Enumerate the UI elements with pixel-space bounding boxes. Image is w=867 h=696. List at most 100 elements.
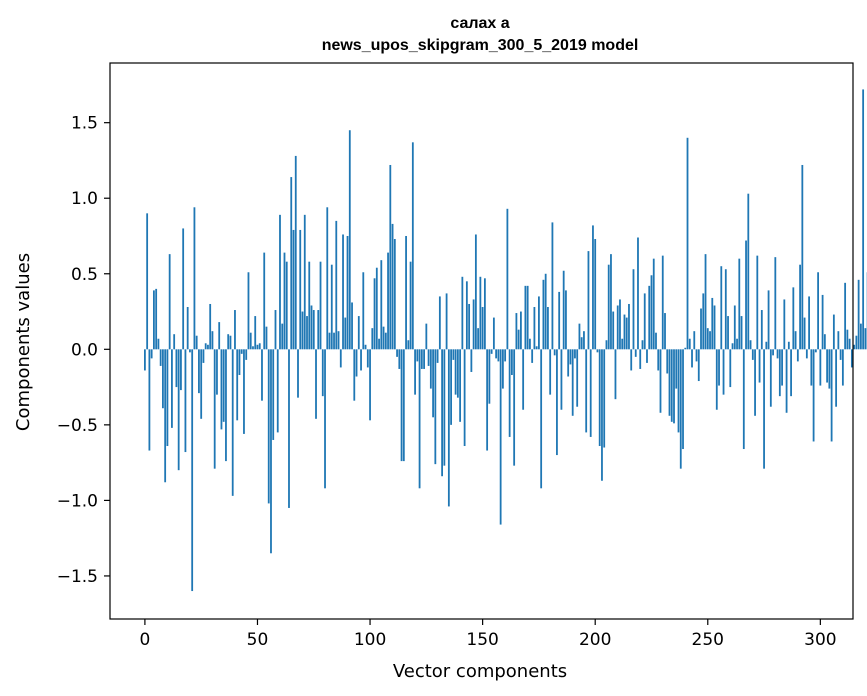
bar xyxy=(720,266,723,350)
bar xyxy=(423,349,425,369)
bar xyxy=(632,269,635,350)
bar xyxy=(389,164,392,350)
bar xyxy=(823,334,826,350)
bar xyxy=(774,257,777,350)
y-axis-label: Components values xyxy=(13,253,34,431)
bar xyxy=(272,349,275,440)
bar xyxy=(200,349,203,419)
bar xyxy=(837,331,840,350)
bar xyxy=(850,349,853,368)
bar xyxy=(623,314,626,350)
bar xyxy=(522,349,525,410)
bar xyxy=(673,349,675,424)
bar xyxy=(828,349,831,389)
bar xyxy=(567,349,570,377)
bar xyxy=(835,349,838,407)
bar xyxy=(207,344,209,350)
bar xyxy=(238,349,241,375)
bar xyxy=(508,349,511,437)
bar xyxy=(405,235,407,350)
bar xyxy=(245,349,248,360)
y-tick-label: 0.5 xyxy=(71,265,98,285)
bar xyxy=(715,349,718,410)
bar xyxy=(234,310,236,350)
bar xyxy=(799,264,801,350)
bar xyxy=(704,254,707,350)
bar xyxy=(301,311,304,350)
bar xyxy=(463,349,466,447)
bar xyxy=(630,349,633,371)
bar xyxy=(348,130,351,350)
bar xyxy=(616,305,619,350)
bar xyxy=(594,239,597,350)
bar xyxy=(637,237,639,350)
bar xyxy=(846,329,849,350)
bar xyxy=(517,329,520,350)
bar xyxy=(184,349,187,453)
bar xyxy=(227,334,230,350)
bar xyxy=(279,214,281,350)
bar xyxy=(144,349,146,371)
bar xyxy=(724,269,727,350)
bar xyxy=(691,349,693,368)
bar xyxy=(438,296,441,350)
x-tick-label: 50 xyxy=(247,630,269,650)
bar xyxy=(353,349,356,401)
bar xyxy=(562,270,565,350)
bar xyxy=(477,328,480,350)
bar xyxy=(153,290,155,350)
bar xyxy=(297,349,299,398)
bar xyxy=(544,273,547,350)
bar xyxy=(859,323,862,350)
bar xyxy=(803,317,806,350)
bar xyxy=(767,290,770,350)
bar xyxy=(317,310,320,350)
bar xyxy=(583,331,585,350)
bar xyxy=(306,316,308,350)
x-tick-label: 300 xyxy=(804,630,836,650)
bar xyxy=(362,272,365,350)
bar xyxy=(506,208,509,350)
bar xyxy=(531,349,534,363)
bar xyxy=(459,349,462,422)
bar xyxy=(792,287,795,350)
bar xyxy=(700,308,702,350)
bar xyxy=(569,349,572,365)
bar xyxy=(576,349,579,407)
bar xyxy=(324,349,326,489)
bar xyxy=(598,349,601,447)
bar xyxy=(378,338,380,350)
bar xyxy=(556,349,558,456)
bar xyxy=(805,349,808,359)
bar xyxy=(578,323,581,350)
y-tick-label: −1.5 xyxy=(57,567,98,587)
bar xyxy=(589,349,592,437)
bar xyxy=(549,349,552,395)
bar xyxy=(587,251,590,350)
bar xyxy=(344,317,347,350)
bar xyxy=(398,349,401,369)
bar xyxy=(553,349,556,356)
bar xyxy=(335,220,338,350)
x-tick-label: 0 xyxy=(139,630,150,650)
bar xyxy=(382,326,385,350)
bar xyxy=(535,346,538,350)
bar xyxy=(270,349,272,554)
y-axis: −1.5 −1.0 −0.5 0.0 0.5 1.0 1.5 xyxy=(57,114,110,587)
bar xyxy=(794,331,797,350)
bar xyxy=(310,305,313,350)
bar xyxy=(240,349,243,354)
bar xyxy=(497,349,500,362)
bar xyxy=(738,258,741,350)
y-tick-label: 1.5 xyxy=(71,114,98,134)
bar xyxy=(225,349,227,462)
bar xyxy=(265,326,268,350)
bar xyxy=(407,340,410,350)
bar xyxy=(330,264,333,350)
bar xyxy=(486,349,489,451)
bar xyxy=(603,349,606,448)
x-tick-label: 200 xyxy=(579,630,611,650)
bar xyxy=(315,349,317,419)
bar xyxy=(146,213,149,350)
bar xyxy=(769,349,772,407)
